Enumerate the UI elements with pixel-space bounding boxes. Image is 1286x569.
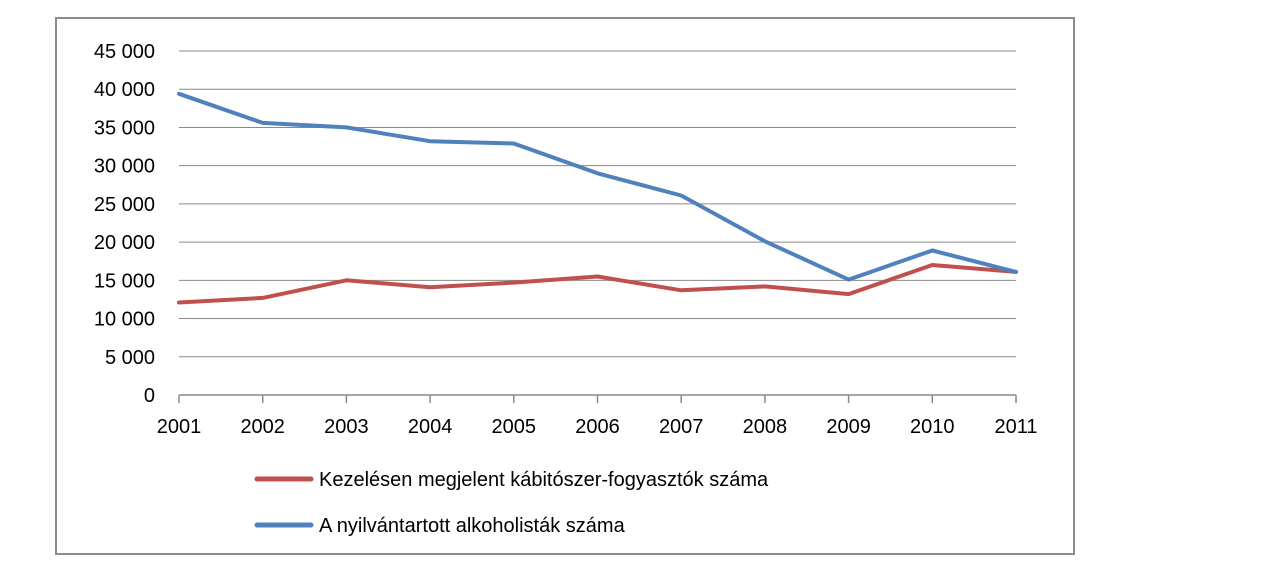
y-tick-label: 45 000 [94,41,155,63]
data-point [930,263,934,267]
data-point [344,125,348,129]
x-tick-label: 2009 [826,416,871,438]
data-point [261,296,265,300]
y-tick-label: 10 000 [94,309,155,331]
x-tick-label: 2008 [743,416,788,438]
y-tick-label: 35 000 [94,117,155,139]
data-point [428,139,432,143]
data-point [679,193,683,197]
line-chart: 0 5 000 10 000 15 000 20 000 25 000 30 000 35 0… [94,41,1038,537]
y-tick-label: 0 [144,385,155,407]
x-tick-label: 2010 [910,416,955,438]
legend-label-1: A nyilvántartott alkoholisták száma [319,515,626,537]
data-point [679,288,683,292]
x-tick-label: 2001 [157,416,202,438]
data-point [177,301,181,305]
data-point [512,141,516,145]
chart-frame: 0 5 000 10 000 15 000 20 000 25 000 30 000 35 0… [55,17,1075,555]
y-tick-label: 30 000 [94,156,155,178]
data-point [344,278,348,282]
legend-label-0: Kezelésen megjelent kábitószer-fogyasztó… [319,469,769,491]
data-point [596,171,599,175]
series-line-0 [177,263,1018,305]
data-point [847,278,851,282]
y-tick-labels: 0 5 000 10 000 15 000 20 000 25 000 30 000 35 0… [94,41,155,407]
data-point [428,285,432,289]
data-point [763,284,767,288]
x-tick-label: 2002 [240,416,285,438]
y-tick-label: 15 000 [94,270,155,292]
x-tick-label: 2007 [659,416,704,438]
data-point [847,292,851,296]
data-point [930,249,934,253]
data-point [512,281,516,285]
x-tick-labels: 2001 2002 2003 2004 2005 2006 2007 2008 2009 2010… [157,416,1038,438]
data-point [177,92,181,96]
x-tick-label: 2003 [324,416,369,438]
data-point [1014,270,1018,274]
data-point [763,239,767,243]
series-line-1 [177,91,1018,282]
y-tick-label: 40 000 [94,79,155,101]
y-tick-label: 20 000 [94,232,155,254]
x-tick-label: 2005 [492,416,537,438]
data-point [596,275,599,279]
y-tick-label: 25 000 [94,194,155,216]
series-lines [177,91,1018,305]
gridlines [179,50,1016,358]
x-tick-label: 2006 [575,416,620,438]
y-tick-label: 5 000 [105,347,155,369]
x-tick-label: 2011 [994,416,1037,438]
legend: Kezelésen megjelent kábitószer-fogyasztó… [254,469,769,537]
axes [178,394,1017,403]
x-tick-label: 2004 [408,416,453,438]
data-point [261,121,265,125]
